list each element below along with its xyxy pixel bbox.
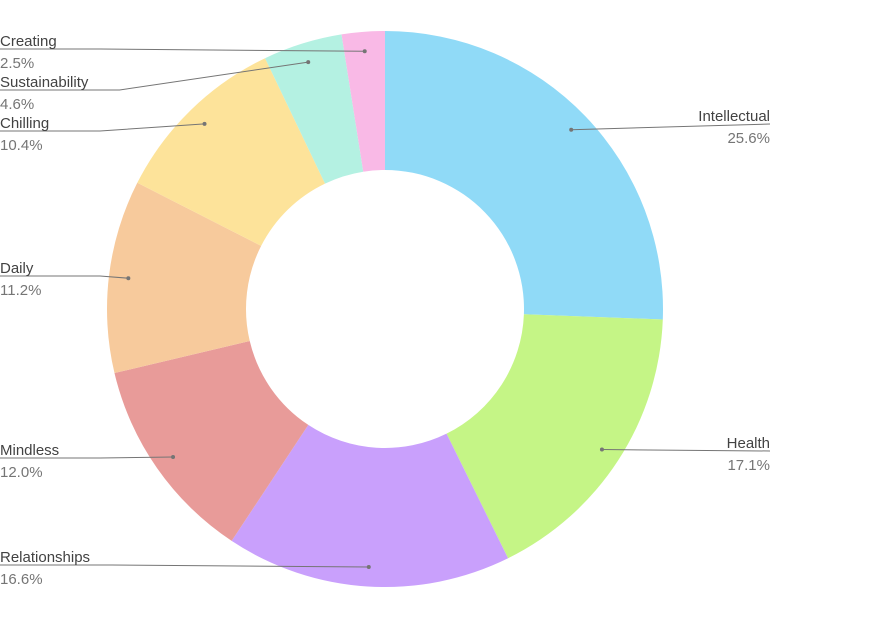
slice-relationships[interactable] bbox=[231, 424, 509, 587]
leader-line-sustainability bbox=[0, 61, 309, 91]
slice-mindless[interactable] bbox=[114, 341, 309, 541]
label-relationships: Relationships bbox=[0, 549, 90, 566]
leader-dot-chilling bbox=[202, 121, 207, 126]
slices-group bbox=[107, 31, 664, 587]
slice-sustainability[interactable] bbox=[265, 34, 364, 184]
label-creating: Creating bbox=[0, 33, 57, 50]
leader-line-creating bbox=[0, 48, 365, 52]
slice-chilling[interactable] bbox=[137, 58, 326, 246]
leader-line-relationships bbox=[0, 564, 369, 568]
label-health: Health bbox=[727, 435, 770, 452]
label-sustainability: Sustainability bbox=[0, 74, 89, 91]
value-label-intellectual: 25.6% bbox=[727, 130, 770, 147]
label-daily: Daily bbox=[0, 260, 34, 277]
leader-dot-daily bbox=[126, 276, 131, 281]
leader-line-daily bbox=[0, 275, 129, 279]
leader-line-mindless bbox=[0, 456, 174, 459]
value-label-creating: 2.5% bbox=[0, 55, 34, 72]
leader-dot-mindless bbox=[171, 454, 176, 459]
leader-line-health bbox=[601, 449, 771, 452]
leader-line-intellectual bbox=[571, 123, 771, 131]
leader-dot-intellectual bbox=[569, 127, 574, 132]
label-intellectual: Intellectual bbox=[698, 108, 770, 125]
labels-group: Intellectual 25.6% Health 17.1% Relationship… bbox=[0, 33, 771, 588]
value-label-relationships: 16.6% bbox=[0, 571, 43, 588]
label-mindless: Mindless bbox=[0, 442, 59, 459]
leader-dot-creating bbox=[362, 49, 367, 54]
slice-creating[interactable] bbox=[341, 31, 385, 172]
value-label-mindless: 12.0% bbox=[0, 464, 43, 481]
leader-line-chilling bbox=[0, 123, 205, 132]
value-label-daily: 11.2% bbox=[0, 282, 41, 299]
slice-intellectual[interactable] bbox=[385, 31, 664, 320]
leader-dot-relationships bbox=[366, 564, 371, 569]
leader-dot-health bbox=[599, 447, 604, 452]
value-label-chilling: 10.4% bbox=[0, 137, 43, 154]
value-label-sustainability: 4.6% bbox=[0, 96, 34, 113]
value-label-health: 17.1% bbox=[727, 457, 770, 474]
slice-daily[interactable] bbox=[107, 182, 262, 374]
label-chilling: Chilling bbox=[0, 115, 49, 132]
slice-health[interactable] bbox=[446, 314, 663, 559]
leader-dot-sustainability bbox=[306, 60, 311, 65]
